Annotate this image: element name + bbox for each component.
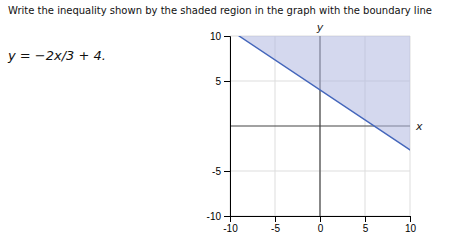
y-tick: 10 <box>210 31 230 42</box>
y-axis: -10 -5 5 10 <box>207 31 231 222</box>
y-tick-label: -10 <box>207 211 222 222</box>
y-tick-label: 10 <box>210 31 222 42</box>
plot: -10 -5 0 5 10 -10 -5 5 10 x y <box>207 21 423 234</box>
y-tick-mark <box>224 81 230 82</box>
y-tick-mark <box>224 171 230 172</box>
y-tick: 5 <box>215 76 230 87</box>
subtitle: y = −2x/3 + 4. <box>7 48 106 63</box>
x-tick-label: -10 <box>223 223 238 234</box>
marks <box>239 36 410 150</box>
y-tick-label: 5 <box>215 76 221 87</box>
y-tick-mark <box>224 36 230 37</box>
x-tick: 5 <box>363 216 369 234</box>
x-tick-mark <box>365 216 366 222</box>
x-tick: -10 <box>223 216 238 234</box>
shaded-region <box>239 36 410 150</box>
x-axis: -10 -5 0 5 10 <box>223 216 416 234</box>
x-tick-label: -5 <box>271 223 280 234</box>
x-tick-mark <box>410 216 411 222</box>
x-tick-mark <box>320 216 321 222</box>
y-tick-mark <box>224 216 230 217</box>
y-axis-label: y <box>316 21 324 34</box>
x-tick: -5 <box>271 216 280 234</box>
x-tick-label: 5 <box>363 223 369 234</box>
origin-axes <box>230 36 410 216</box>
grid <box>230 36 410 216</box>
x-tick: 0 <box>318 216 324 234</box>
x-axis-label: x <box>415 120 423 133</box>
x-tick-label: 0 <box>318 223 324 234</box>
x-tick-mark <box>275 216 276 222</box>
x-tick-label: 10 <box>405 223 417 234</box>
y-axis-domain <box>224 37 231 217</box>
y-tick: -10 <box>207 211 230 222</box>
chart: Write the inequality shown by the shaded… <box>0 0 476 249</box>
y-tick-label: -5 <box>212 166 221 177</box>
boundary-line <box>239 36 410 150</box>
y-tick: -5 <box>212 166 230 177</box>
x-axis-domain <box>231 217 411 223</box>
title: Write the inequality shown by the shaded… <box>8 5 432 16</box>
x-tick: 10 <box>405 216 417 234</box>
